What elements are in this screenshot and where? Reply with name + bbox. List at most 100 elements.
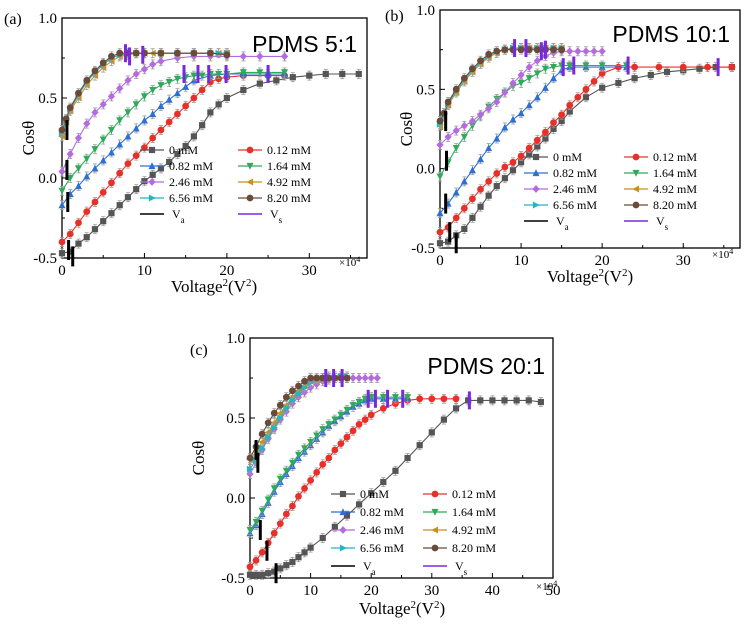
data-point <box>517 152 525 160</box>
data-point <box>361 374 369 382</box>
data-point <box>655 63 663 71</box>
data-point <box>307 477 314 484</box>
data-point <box>550 125 557 133</box>
x-tick-label: 20 <box>219 263 234 279</box>
data-point <box>489 397 496 404</box>
data-point <box>289 396 297 404</box>
legend-label: 0.12 mM <box>452 487 496 501</box>
data-point <box>476 110 485 119</box>
legend-item: 2.46 mM <box>140 175 213 189</box>
y-tick-label: 0.0 <box>416 162 435 178</box>
data-point <box>283 404 291 412</box>
legend-label-va: Va <box>556 214 569 232</box>
data-point <box>313 374 321 382</box>
data-point <box>252 571 260 578</box>
data-point <box>550 46 557 54</box>
data-point <box>277 414 284 422</box>
data-point <box>83 208 91 216</box>
data-point <box>319 426 327 433</box>
data-point <box>198 86 206 94</box>
y-tick-label: 1.0 <box>38 11 57 27</box>
data-point <box>108 179 115 187</box>
data-point <box>99 156 107 164</box>
data-point <box>404 454 411 462</box>
x-tick-label: 20 <box>595 253 610 269</box>
data-point <box>534 143 541 150</box>
data-point <box>355 501 363 508</box>
data-point <box>239 52 247 61</box>
x-tick-label: 30 <box>676 253 691 269</box>
data-point <box>460 204 468 212</box>
data-point <box>149 110 157 118</box>
data-point <box>331 416 339 424</box>
data-point <box>306 72 313 79</box>
data-point <box>66 150 74 158</box>
data-point <box>582 47 590 56</box>
legend-item-vs: Vs <box>238 207 283 225</box>
data-point <box>282 467 290 475</box>
data-point <box>75 240 82 247</box>
data-point <box>509 79 517 87</box>
x-tick-label: 30 <box>302 263 317 279</box>
data-point <box>157 49 165 57</box>
data-point <box>460 177 468 185</box>
data-point <box>477 397 484 404</box>
data-point <box>566 62 574 70</box>
data-point <box>283 562 290 569</box>
data-point <box>704 63 711 71</box>
data-point <box>215 49 223 57</box>
data-point <box>501 123 509 131</box>
series-0-mM <box>58 69 362 259</box>
data-point <box>246 526 254 534</box>
data-point <box>207 109 214 116</box>
legend-marker <box>632 169 640 177</box>
chart-title: PDMS 20:1 <box>427 353 545 379</box>
data-point <box>440 416 448 423</box>
data-point <box>416 442 423 449</box>
data-point <box>91 198 99 206</box>
y-tick-label: 0.5 <box>226 411 245 427</box>
data-point <box>99 189 107 196</box>
legend-marker <box>431 526 439 534</box>
data-point <box>157 126 165 134</box>
legend-label-vs: Vs <box>656 214 669 232</box>
legend: 0 mM 0.12 mM 0.82 mM 1.64 mM 2.46 mM 4.92 mM 6… <box>524 150 697 232</box>
data-point <box>256 52 264 61</box>
data-point <box>615 79 622 87</box>
data-point <box>74 165 82 173</box>
data-point <box>132 152 140 160</box>
data-point <box>379 405 387 412</box>
data-point <box>436 209 444 217</box>
data-point <box>99 100 107 109</box>
series-8-20-mM <box>246 373 351 463</box>
legend-label: 8.20 mM <box>267 191 311 205</box>
legend-label: 1.64 mM <box>267 159 311 173</box>
data-point <box>436 228 444 236</box>
data-point <box>276 520 284 527</box>
data-point <box>509 158 517 166</box>
x-multiplier: ×104 <box>712 247 733 262</box>
data-point <box>198 72 206 80</box>
series-0-mM <box>246 395 544 580</box>
data-point <box>289 74 296 81</box>
data-point <box>182 83 190 90</box>
data-point <box>282 510 290 518</box>
data-point <box>75 219 82 227</box>
data-point <box>493 98 501 106</box>
data-point <box>679 63 687 71</box>
data-point <box>307 374 314 382</box>
legend-item: 4.92 mM <box>423 523 496 537</box>
data-point <box>133 186 140 193</box>
data-point <box>259 444 266 452</box>
legend-marker <box>339 526 347 534</box>
data-point <box>83 172 91 180</box>
legend-item: 2.46 mM <box>524 182 597 196</box>
data-point <box>477 203 484 210</box>
y-tick-label: -0.5 <box>33 251 57 267</box>
legend-item: 6.56 mM <box>140 191 213 205</box>
data-point <box>404 394 412 401</box>
data-point <box>270 409 278 417</box>
x-tick-label: 30 <box>424 583 439 599</box>
data-point <box>258 549 266 556</box>
y-tick-label: 0.5 <box>416 82 435 98</box>
